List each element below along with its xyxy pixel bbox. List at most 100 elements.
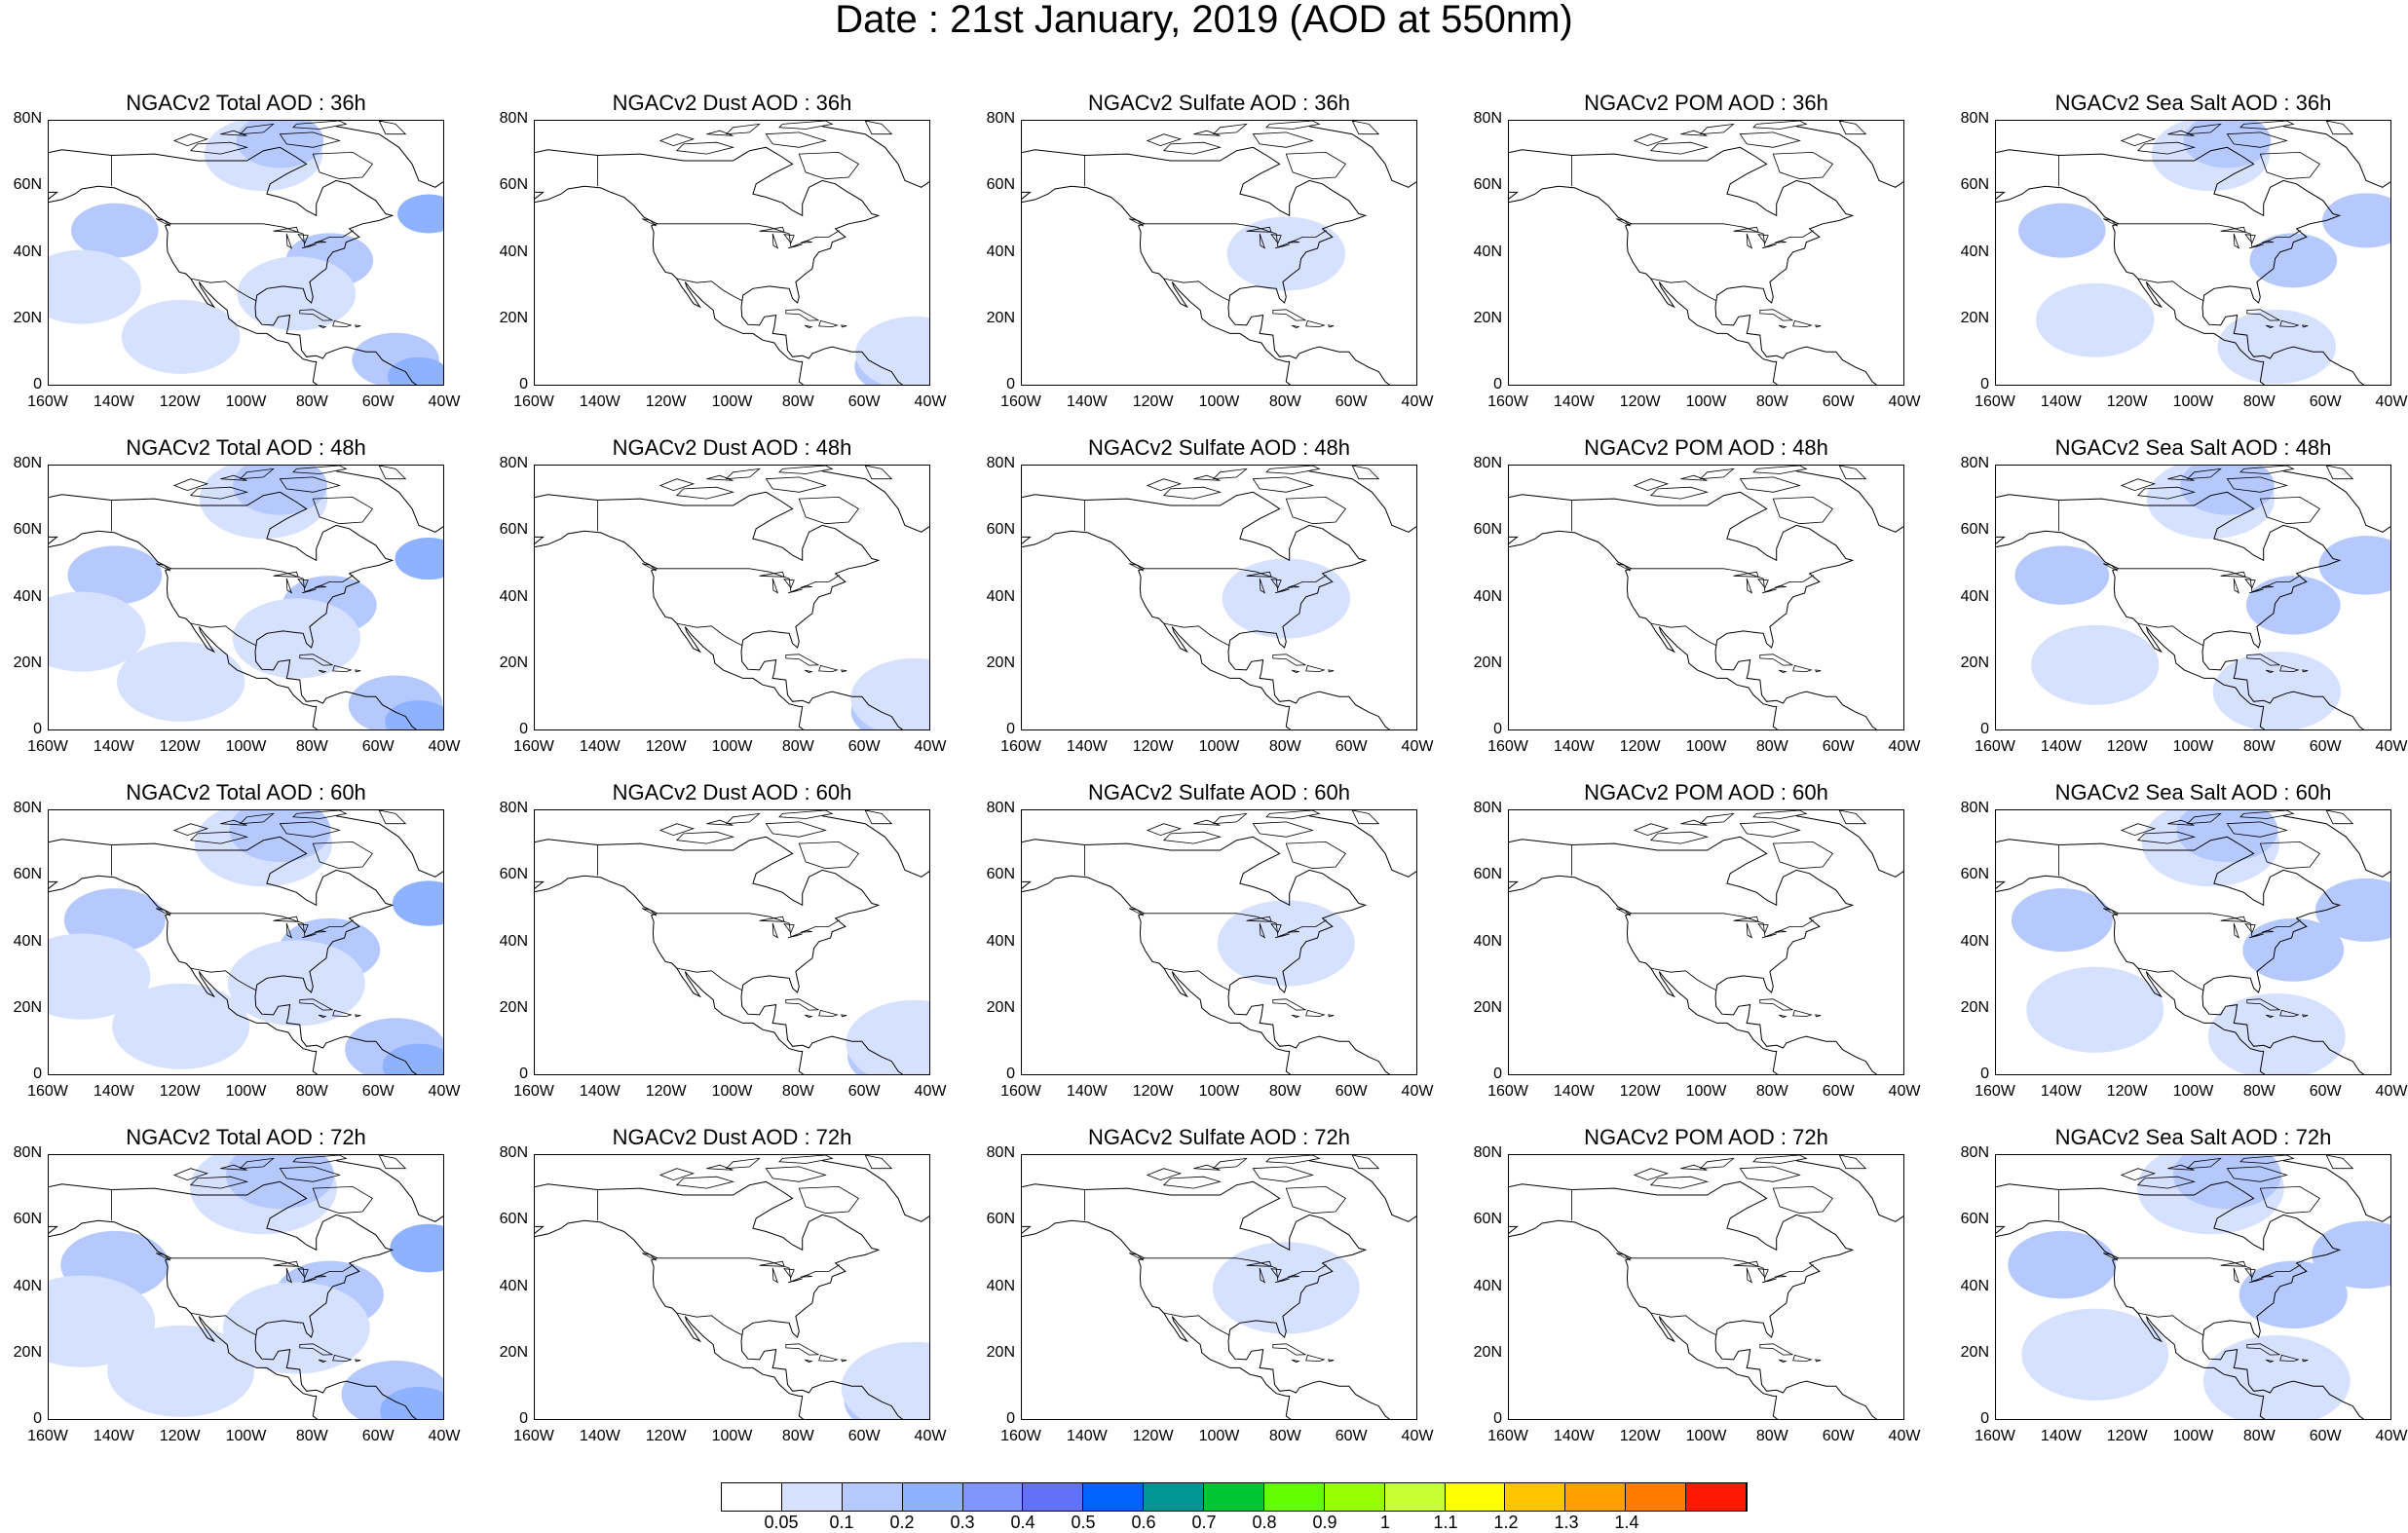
us-mexico-border <box>2137 278 2203 301</box>
arctic-island <box>1265 1155 1321 1164</box>
aod-shading <box>1226 216 1346 291</box>
caribbean-island <box>1328 1014 1335 1018</box>
arctic-island <box>658 133 696 147</box>
great-lake <box>642 218 658 227</box>
lat-tick-label: 40N <box>1960 1277 1989 1294</box>
lon-tick-label: 40W <box>1401 1428 1434 1444</box>
aod-shading <box>2008 1230 2117 1299</box>
great-lake <box>301 933 317 939</box>
great-lake <box>1616 908 1632 916</box>
lon-tick-label: 80W <box>1755 393 1788 410</box>
lat-tick-label: 0 <box>519 376 528 393</box>
arctic-island <box>189 831 249 844</box>
great-lake <box>1733 1260 1759 1267</box>
caribbean-island <box>1778 1359 1787 1364</box>
caribbean-island <box>2302 324 2309 328</box>
colorbar-label: 0.7 <box>1191 1513 1217 1532</box>
caribbean-island <box>1305 1354 1326 1363</box>
lat-tick-label: 0 <box>33 376 42 393</box>
lat-tick-label: 60N <box>986 1211 1015 1228</box>
lon-tick-label: 80W <box>1268 738 1301 755</box>
aod-shading <box>2207 992 2346 1074</box>
arctic-island <box>1772 151 1833 180</box>
caribbean-island <box>1792 1354 1813 1363</box>
arctic-island <box>675 831 735 844</box>
lat-tick-label: 60N <box>13 866 42 883</box>
arctic-island <box>1838 1155 1867 1170</box>
lat-tick-label: 60N <box>1473 176 1502 194</box>
arctic-island <box>1739 1166 1801 1182</box>
lon-tick-label: 100W <box>1198 393 1240 410</box>
lat-tick-label: 40N <box>1960 243 1989 260</box>
arctic-island <box>239 1157 275 1170</box>
greenland-coast <box>2283 1160 2390 1222</box>
lat-tick-label: 80N <box>499 800 528 816</box>
map-panel <box>534 465 930 730</box>
us-mexico-border <box>676 278 742 301</box>
panel-title: NGACv2 Sulfate AOD : 72h <box>1087 1125 1351 1149</box>
arctic-island <box>189 1176 249 1189</box>
caribbean-island <box>2246 654 2281 666</box>
lat-tick-label: 40N <box>13 587 42 605</box>
great-lake <box>1733 571 1759 578</box>
great-lake <box>273 571 299 578</box>
coastline-west <box>535 1219 805 1419</box>
lon-tick-label: 100W <box>711 1428 753 1444</box>
map-panel <box>534 120 930 386</box>
map-panel <box>48 465 444 730</box>
lat-tick-label: 0 <box>1006 1066 1015 1082</box>
coastline-west <box>1996 185 2266 385</box>
us-mexico-border <box>2137 1312 2203 1335</box>
lon-tick-label: 80W <box>295 1083 328 1100</box>
lon-tick-label: 40W <box>1888 1428 1921 1444</box>
coastline-east <box>1022 836 1391 1074</box>
lon-tick-label: 100W <box>225 1083 267 1100</box>
caribbean-island <box>2265 669 2275 674</box>
great-lake <box>2233 922 2240 939</box>
aod-shading <box>2202 1334 2351 1419</box>
great-lake <box>1761 933 1777 939</box>
great-lake <box>1761 588 1777 594</box>
aod-shading <box>2026 966 2164 1053</box>
lon-tick-label: 140W <box>2040 1083 2082 1100</box>
arctic-island <box>2259 1185 2320 1215</box>
great-lake <box>1287 585 1299 588</box>
panel-title: NGACv2 Sulfate AOD : 48h <box>1087 435 1351 460</box>
lat-tick-label: 60N <box>13 521 42 539</box>
panel-title: NGACv2 POM AOD : 36h <box>1584 91 1828 115</box>
great-lake <box>800 930 812 933</box>
greenland-coast <box>1796 126 1903 188</box>
caribbean-island <box>1759 654 1794 666</box>
arctic-island <box>1162 1176 1223 1189</box>
lon-tick-label: 80W <box>781 738 814 755</box>
arctic-island <box>172 1168 209 1181</box>
arctic-island <box>706 474 734 481</box>
us-mexico-border <box>190 967 256 991</box>
arctic-island <box>1252 821 1314 838</box>
colorbar-label: 1.2 <box>1493 1513 1519 1532</box>
us-canada-border <box>1631 223 1814 248</box>
arctic-island <box>1193 819 1221 826</box>
arctic-island <box>2325 121 2354 135</box>
caribbean-island <box>841 669 847 673</box>
arctic-island <box>2239 466 2295 474</box>
arctic-island <box>1699 812 1735 825</box>
caribbean-island <box>818 664 839 673</box>
arctic-island <box>1649 486 1710 500</box>
coastline-west <box>1509 875 1779 1074</box>
colorbar-swatch <box>1204 1483 1264 1511</box>
arctic-island <box>1265 466 1321 474</box>
lon-tick-label: 40W <box>914 1428 947 1444</box>
lon-tick-label: 160W <box>1487 738 1528 755</box>
caribbean-island <box>332 1354 353 1363</box>
great-lake <box>273 1260 299 1267</box>
great-lake <box>1746 922 1753 939</box>
great-lake <box>273 916 299 922</box>
panel-title: NGACv2 Dust AOD : 60h <box>612 780 852 804</box>
great-lake <box>2261 585 2274 588</box>
aod-shading <box>850 657 929 729</box>
great-lake <box>1270 1268 1282 1279</box>
lat-tick-label: 40N <box>1473 587 1502 605</box>
arctic-island <box>1752 121 1808 130</box>
colorbar-swatch <box>842 1483 903 1511</box>
